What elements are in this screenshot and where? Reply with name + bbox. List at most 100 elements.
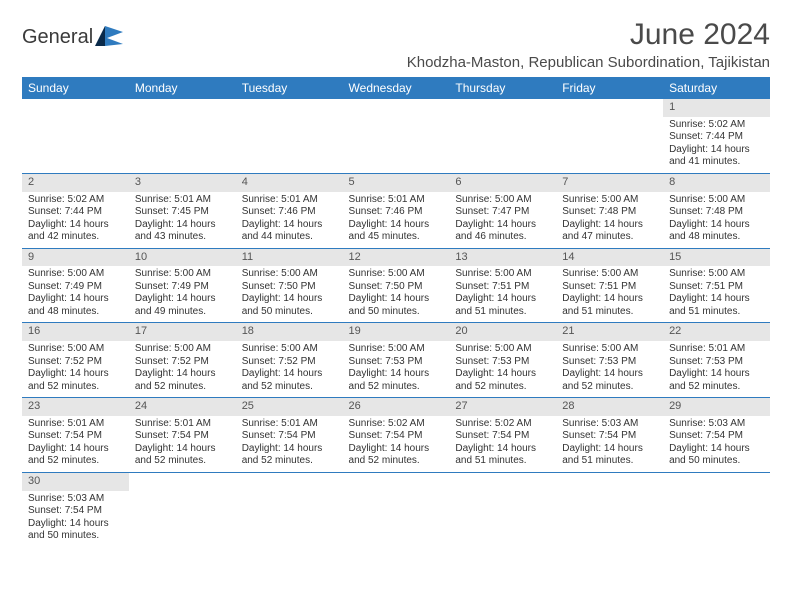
day-content: Sunrise: 5:00 AMSunset: 7:48 PMDaylight:…: [663, 192, 770, 248]
calendar-cell: [663, 472, 770, 546]
calendar-cell: 20Sunrise: 5:00 AMSunset: 7:53 PMDayligh…: [449, 323, 556, 398]
daylight-text: Daylight: 14 hours: [135, 368, 230, 381]
weekday-header: Wednesday: [343, 77, 450, 99]
calendar-cell: 26Sunrise: 5:02 AMSunset: 7:54 PMDayligh…: [343, 398, 450, 473]
calendar-cell: 7Sunrise: 5:00 AMSunset: 7:48 PMDaylight…: [556, 173, 663, 248]
daylight-text: and 52 minutes.: [669, 381, 764, 394]
sunset-text: Sunset: 7:54 PM: [562, 430, 657, 443]
calendar-cell: 14Sunrise: 5:00 AMSunset: 7:51 PMDayligh…: [556, 248, 663, 323]
daylight-text: Daylight: 14 hours: [562, 443, 657, 456]
calendar-cell: 18Sunrise: 5:00 AMSunset: 7:52 PMDayligh…: [236, 323, 343, 398]
sunrise-text: Sunrise: 5:01 AM: [135, 418, 230, 431]
daylight-text: Daylight: 14 hours: [28, 443, 123, 456]
day-content: Sunrise: 5:00 AMSunset: 7:51 PMDaylight:…: [556, 266, 663, 322]
day-number: 16: [22, 323, 129, 341]
sunrise-text: Sunrise: 5:00 AM: [242, 268, 337, 281]
daylight-text: and 52 minutes.: [242, 455, 337, 468]
daylight-text: and 52 minutes.: [135, 381, 230, 394]
calendar-cell: 27Sunrise: 5:02 AMSunset: 7:54 PMDayligh…: [449, 398, 556, 473]
day-content: Sunrise: 5:00 AMSunset: 7:48 PMDaylight:…: [556, 192, 663, 248]
daylight-text: Daylight: 14 hours: [28, 518, 123, 531]
day-content: Sunrise: 5:00 AMSunset: 7:52 PMDaylight:…: [22, 341, 129, 397]
sunset-text: Sunset: 7:48 PM: [669, 206, 764, 219]
daylight-text: Daylight: 14 hours: [455, 293, 550, 306]
daylight-text: and 50 minutes.: [349, 306, 444, 319]
day-content: Sunrise: 5:00 AMSunset: 7:49 PMDaylight:…: [22, 266, 129, 322]
sunrise-text: Sunrise: 5:01 AM: [349, 194, 444, 207]
daylight-text: and 51 minutes.: [562, 455, 657, 468]
daylight-text: Daylight: 14 hours: [349, 368, 444, 381]
day-number: 24: [129, 398, 236, 416]
header: General June 2024: [22, 18, 770, 52]
calendar-cell: [343, 472, 450, 546]
sunset-text: Sunset: 7:44 PM: [28, 206, 123, 219]
sunset-text: Sunset: 7:46 PM: [349, 206, 444, 219]
day-content: Sunrise: 5:00 AMSunset: 7:53 PMDaylight:…: [556, 341, 663, 397]
day-number: 18: [236, 323, 343, 341]
day-number: 9: [22, 249, 129, 267]
day-number: 17: [129, 323, 236, 341]
day-content: Sunrise: 5:00 AMSunset: 7:52 PMDaylight:…: [236, 341, 343, 397]
daylight-text: and 50 minutes.: [28, 530, 123, 543]
sunset-text: Sunset: 7:49 PM: [135, 281, 230, 294]
calendar-week-row: 2Sunrise: 5:02 AMSunset: 7:44 PMDaylight…: [22, 173, 770, 248]
sunrise-text: Sunrise: 5:03 AM: [28, 493, 123, 506]
sunset-text: Sunset: 7:53 PM: [349, 356, 444, 369]
day-content: Sunrise: 5:02 AMSunset: 7:54 PMDaylight:…: [343, 416, 450, 472]
day-number: 4: [236, 174, 343, 192]
daylight-text: Daylight: 14 hours: [562, 368, 657, 381]
sunrise-text: Sunrise: 5:02 AM: [349, 418, 444, 431]
day-number: 10: [129, 249, 236, 267]
sunrise-text: Sunrise: 5:00 AM: [669, 268, 764, 281]
day-content: Sunrise: 5:01 AMSunset: 7:45 PMDaylight:…: [129, 192, 236, 248]
sunset-text: Sunset: 7:51 PM: [562, 281, 657, 294]
day-number: 27: [449, 398, 556, 416]
sunrise-text: Sunrise: 5:00 AM: [242, 343, 337, 356]
month-title: June 2024: [630, 18, 770, 52]
daylight-text: Daylight: 14 hours: [455, 443, 550, 456]
day-content: Sunrise: 5:02 AMSunset: 7:54 PMDaylight:…: [449, 416, 556, 472]
sunrise-text: Sunrise: 5:00 AM: [562, 343, 657, 356]
calendar-cell: 23Sunrise: 5:01 AMSunset: 7:54 PMDayligh…: [22, 398, 129, 473]
daylight-text: Daylight: 14 hours: [135, 443, 230, 456]
calendar-cell: [22, 99, 129, 173]
day-content: Sunrise: 5:02 AMSunset: 7:44 PMDaylight:…: [22, 192, 129, 248]
day-number: 15: [663, 249, 770, 267]
day-number: 30: [22, 473, 129, 491]
daylight-text: and 48 minutes.: [28, 306, 123, 319]
daylight-text: and 52 minutes.: [28, 455, 123, 468]
sunset-text: Sunset: 7:54 PM: [242, 430, 337, 443]
day-number: 22: [663, 323, 770, 341]
weekday-header: Sunday: [22, 77, 129, 99]
daylight-text: Daylight: 14 hours: [349, 293, 444, 306]
daylight-text: and 52 minutes.: [28, 381, 123, 394]
daylight-text: and 49 minutes.: [135, 306, 230, 319]
sunset-text: Sunset: 7:53 PM: [669, 356, 764, 369]
sunset-text: Sunset: 7:50 PM: [349, 281, 444, 294]
calendar-table: Sunday Monday Tuesday Wednesday Thursday…: [22, 77, 770, 547]
calendar-cell: [449, 472, 556, 546]
day-content: Sunrise: 5:00 AMSunset: 7:49 PMDaylight:…: [129, 266, 236, 322]
daylight-text: Daylight: 14 hours: [242, 443, 337, 456]
day-number: 13: [449, 249, 556, 267]
day-content: Sunrise: 5:01 AMSunset: 7:53 PMDaylight:…: [663, 341, 770, 397]
sunrise-text: Sunrise: 5:00 AM: [349, 268, 444, 281]
day-content: Sunrise: 5:00 AMSunset: 7:53 PMDaylight:…: [343, 341, 450, 397]
day-content: Sunrise: 5:03 AMSunset: 7:54 PMDaylight:…: [663, 416, 770, 472]
daylight-text: Daylight: 14 hours: [562, 293, 657, 306]
calendar-cell: 24Sunrise: 5:01 AMSunset: 7:54 PMDayligh…: [129, 398, 236, 473]
day-number: 3: [129, 174, 236, 192]
calendar-cell: 12Sunrise: 5:00 AMSunset: 7:50 PMDayligh…: [343, 248, 450, 323]
day-content: Sunrise: 5:01 AMSunset: 7:46 PMDaylight:…: [343, 192, 450, 248]
sunset-text: Sunset: 7:50 PM: [242, 281, 337, 294]
sunrise-text: Sunrise: 5:00 AM: [669, 194, 764, 207]
calendar-cell: 6Sunrise: 5:00 AMSunset: 7:47 PMDaylight…: [449, 173, 556, 248]
daylight-text: Daylight: 14 hours: [242, 293, 337, 306]
daylight-text: and 45 minutes.: [349, 231, 444, 244]
calendar-cell: 3Sunrise: 5:01 AMSunset: 7:45 PMDaylight…: [129, 173, 236, 248]
day-content: Sunrise: 5:03 AMSunset: 7:54 PMDaylight:…: [556, 416, 663, 472]
sunrise-text: Sunrise: 5:02 AM: [669, 119, 764, 132]
daylight-text: and 50 minutes.: [242, 306, 337, 319]
day-content: Sunrise: 5:00 AMSunset: 7:50 PMDaylight:…: [236, 266, 343, 322]
calendar-cell: 17Sunrise: 5:00 AMSunset: 7:52 PMDayligh…: [129, 323, 236, 398]
